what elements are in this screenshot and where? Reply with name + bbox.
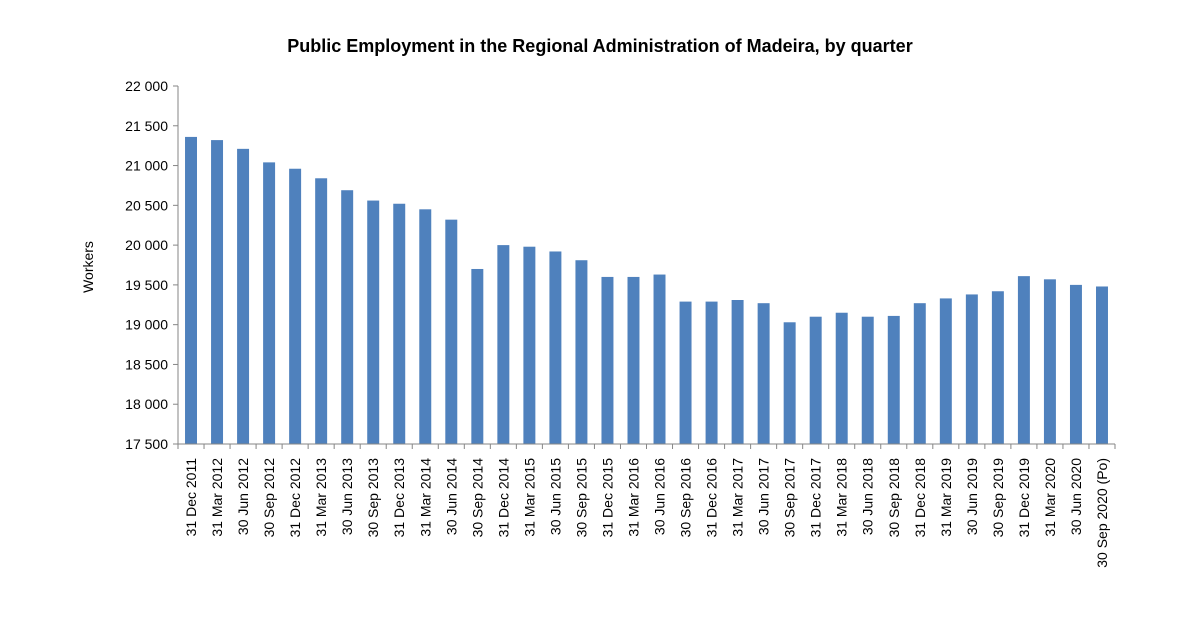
x-tick-label: 31 Mar 2019 (938, 458, 954, 537)
x-tick-label: 30 Jun 2013 (339, 458, 355, 535)
bar (757, 303, 770, 444)
y-axis: 17 500 18 000 18 500 19 000 19 500 20 000 20 5… (125, 78, 179, 452)
x-tick-label: 31 Dec 2018 (912, 458, 928, 538)
x-tick-label: 30 Jun 2014 (443, 458, 459, 535)
bar (705, 301, 718, 444)
x-tick-label: 30 Sep 2019 (990, 458, 1006, 538)
x-axis: 31 Dec 2011 31 Mar 2012 30 Jun 2012 30 Sep … (177, 443, 1116, 568)
bar (627, 276, 640, 444)
bar (1043, 279, 1056, 444)
bar (835, 312, 848, 444)
x-tick-label: 30 Sep 2020 (Po) (1094, 458, 1110, 568)
y-tick-label: 19 500 (125, 277, 168, 293)
bar (315, 178, 328, 445)
y-tick-label: 18 500 (125, 356, 168, 372)
y-tick-label: 18 000 (125, 396, 168, 412)
bar (211, 140, 224, 444)
bar (237, 148, 250, 445)
x-tick-label: 31 Mar 2020 (1042, 458, 1058, 537)
x-tick-label: 31 Dec 2013 (391, 458, 407, 538)
bar (601, 276, 614, 444)
bar (575, 260, 588, 444)
x-tick-label: 30 Jun 2017 (756, 458, 772, 535)
bar (731, 300, 744, 444)
bar (367, 200, 380, 444)
x-tick-label: 30 Sep 2015 (573, 458, 589, 538)
bar (1017, 276, 1030, 444)
x-tick-label: 30 Jun 2019 (964, 458, 980, 535)
y-tick-label: 19 000 (125, 317, 168, 333)
bar (445, 219, 458, 444)
bar (523, 246, 536, 444)
y-axis-label: Workers (80, 241, 96, 293)
bar (965, 294, 978, 444)
x-tick-label: 30 Sep 2016 (678, 458, 694, 538)
bar (991, 291, 1004, 444)
bar (809, 316, 822, 444)
x-tick-label: 30 Sep 2017 (782, 458, 798, 538)
x-tick-label: 31 Mar 2017 (730, 458, 746, 537)
x-tick-label: 31 Mar 2014 (417, 458, 433, 537)
x-tick-label: 30 Sep 2018 (886, 458, 902, 538)
x-tick-label: 31 Dec 2019 (1016, 458, 1032, 538)
x-tick-label: 31 Dec 2011 (183, 458, 199, 537)
bar (289, 168, 302, 444)
bar (471, 268, 484, 444)
bar (497, 245, 510, 444)
y-tick-label: 21 500 (125, 118, 168, 134)
bar (783, 322, 796, 444)
x-tick-label: 31 Mar 2012 (209, 458, 225, 537)
x-tick-label: 30 Jun 2016 (652, 458, 668, 535)
bar (185, 136, 198, 444)
x-tick-label: 31 Mar 2016 (625, 458, 641, 537)
x-tick-label: 31 Dec 2012 (287, 458, 303, 538)
bar (341, 190, 354, 444)
bar (913, 303, 926, 444)
y-tick-label: 20 500 (125, 197, 168, 213)
x-tick-label: 30 Jun 2012 (235, 458, 251, 535)
x-tick-label: 31 Mar 2018 (834, 458, 850, 537)
bar (679, 301, 692, 444)
x-tick-label: 31 Dec 2016 (704, 458, 720, 538)
bar (653, 274, 666, 444)
x-tick-label: 30 Sep 2013 (365, 458, 381, 538)
y-tick-label: 17 500 (125, 436, 168, 452)
x-tick-label: 31 Mar 2015 (521, 458, 537, 537)
bars (185, 136, 1108, 445)
chart-title: Public Employment in the Regional Admini… (287, 36, 913, 56)
x-tick-label: 31 Dec 2014 (495, 458, 511, 538)
bar (549, 251, 562, 444)
bar (1069, 284, 1082, 444)
bar (861, 316, 874, 444)
bar (419, 209, 432, 444)
x-tick-label: 30 Jun 2018 (860, 458, 876, 535)
y-tick-label: 20 000 (125, 237, 168, 253)
y-tick-label: 21 000 (125, 158, 168, 174)
x-tick-label: 30 Sep 2012 (261, 458, 277, 538)
bar (1095, 286, 1108, 444)
bar (393, 203, 406, 444)
y-tick-label: 22 000 (125, 78, 168, 94)
x-tick-label: 31 Dec 2017 (808, 458, 824, 538)
x-tick-label: 30 Sep 2014 (469, 458, 485, 538)
bar (887, 315, 900, 444)
bar (939, 298, 952, 444)
bar (263, 162, 276, 444)
x-tick-label: 30 Jun 2015 (547, 458, 563, 535)
x-tick-label: 30 Jun 2020 (1068, 458, 1084, 535)
x-tick-label: 31 Dec 2015 (599, 458, 615, 538)
x-tick-label: 31 Mar 2013 (313, 458, 329, 537)
